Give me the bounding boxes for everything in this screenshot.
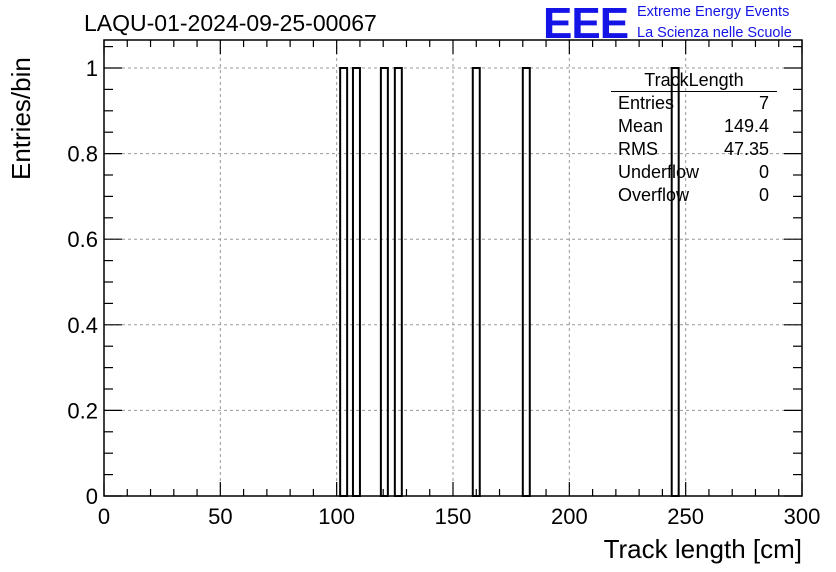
histogram-bar xyxy=(521,67,531,497)
stats-row-overflow: Overflow 0 xyxy=(611,184,777,207)
y-tick-label: 0.6 xyxy=(67,227,98,252)
stats-label: Underflow xyxy=(618,162,700,182)
stats-label: RMS xyxy=(618,139,658,159)
stats-row-mean: Mean 149.4 xyxy=(611,115,777,138)
logo-line-1: Extreme Energy Events xyxy=(637,4,790,20)
y-tick-label: 0.2 xyxy=(67,398,98,423)
stats-title: TrackLength xyxy=(611,70,777,92)
histogram-bar xyxy=(351,67,361,497)
x-axis-label: Track length [cm] xyxy=(603,534,802,564)
histogram-bar xyxy=(393,67,403,497)
x-tick-label: 200 xyxy=(551,504,588,529)
x-tick-label: 50 xyxy=(208,504,232,529)
y-tick-label: 0.4 xyxy=(67,313,98,338)
eee-logo: EEE xyxy=(543,0,629,48)
y-tick-label: 1 xyxy=(86,56,98,81)
stats-label: Overflow xyxy=(618,185,690,205)
stats-value: 7 xyxy=(758,93,769,113)
stats-label: Mean xyxy=(618,116,664,136)
x-tick-label: 100 xyxy=(318,504,355,529)
stats-value: 0 xyxy=(758,162,769,182)
histogram-bar xyxy=(339,67,349,497)
y-tick-label: 0.8 xyxy=(67,142,98,167)
x-tick-label: 150 xyxy=(435,504,472,529)
stats-label: Entries xyxy=(618,93,675,113)
stats-box: TrackLength Entries 7 Mean 149.4 RMS 47.… xyxy=(611,70,777,207)
x-tick-label: 0 xyxy=(98,504,110,529)
y-tick-label: 0 xyxy=(86,484,98,509)
stats-value: 149.4 xyxy=(723,116,769,136)
stats-row-entries: Entries 7 xyxy=(611,92,777,115)
histogram-bar xyxy=(471,67,481,497)
stats-value: 47.35 xyxy=(723,139,769,159)
stats-row-rms: RMS 47.35 xyxy=(611,138,777,161)
stats-value: 0 xyxy=(758,185,769,205)
x-tick-label: 300 xyxy=(784,504,821,529)
y-axis-label: Entries/bin xyxy=(6,57,36,180)
logo-line-2: La Scienza nelle Scuole xyxy=(637,25,792,41)
x-tick-label: 250 xyxy=(667,504,704,529)
stats-row-underflow: Underflow 0 xyxy=(611,161,777,184)
plot-title: LAQU-01-2024-09-25-00067 xyxy=(84,10,377,36)
histogram-bar xyxy=(379,67,389,497)
